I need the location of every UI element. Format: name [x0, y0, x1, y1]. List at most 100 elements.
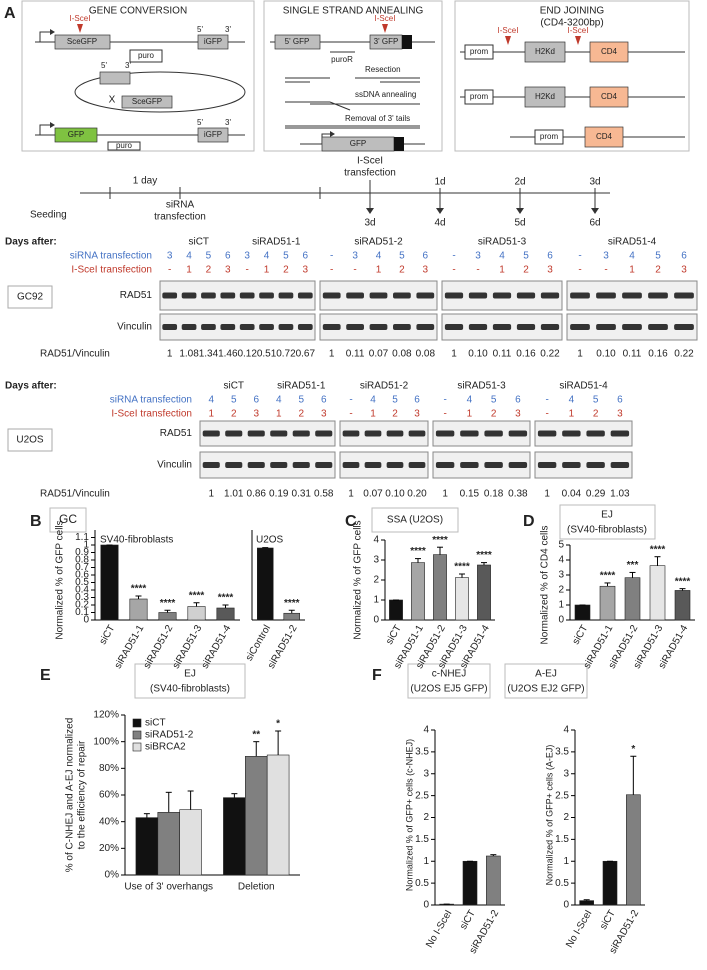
- lane-sirna: 5: [399, 251, 405, 262]
- bar: [477, 564, 491, 621]
- chart-subtitle: (SV40-fibroblasts): [567, 525, 647, 536]
- lane-isce: 3: [617, 409, 623, 420]
- ratio-value: 0.07: [369, 349, 389, 360]
- band: [369, 324, 388, 330]
- ratio-value: 1: [348, 489, 354, 500]
- y-axis-label: Normalized % of GFP+ cells (A-EJ): [544, 745, 554, 886]
- ratio-value: 1: [167, 349, 173, 360]
- lane-sirna: 5: [491, 395, 497, 406]
- box-label: X: [109, 95, 116, 106]
- band: [537, 430, 557, 437]
- lane-isce: 1: [376, 265, 382, 276]
- cell-line-frame: [7, 285, 53, 309]
- lane-sirna: 6: [617, 395, 623, 406]
- title-frame: [371, 507, 459, 533]
- bar: [256, 547, 274, 621]
- y-tick-label: 3: [373, 555, 379, 566]
- box-label: H2Kd: [535, 92, 555, 101]
- band: [460, 462, 479, 468]
- band: [369, 292, 388, 299]
- box-label: iGFP: [204, 37, 222, 46]
- y-tick-label: 120%: [93, 710, 119, 721]
- ratio-value: 1: [442, 489, 448, 500]
- lane-isce: 1: [629, 265, 635, 276]
- lane-isce: 1: [569, 409, 575, 420]
- y-tick-label: 0: [423, 900, 429, 911]
- band: [315, 462, 333, 468]
- diagram-title: GENE CONVERSION: [89, 6, 187, 17]
- box-label: 3': [225, 25, 231, 34]
- ratio-label: RAD51/Vinculin: [40, 489, 110, 500]
- days-label: Days after:: [5, 381, 57, 392]
- group-label: siRAD51-1: [252, 237, 301, 248]
- x-tick-label: siCT: [98, 623, 118, 646]
- bar: [158, 612, 177, 621]
- band: [181, 292, 197, 299]
- lane-sirna: 4: [370, 395, 376, 406]
- bar: [157, 812, 180, 876]
- box-label: CD4: [601, 47, 618, 56]
- lane-sirna: -: [330, 251, 333, 262]
- blot: [199, 451, 336, 479]
- panel-label: D: [523, 513, 535, 530]
- cell-line-frame: [7, 428, 53, 452]
- y-tick-label: 0.8: [75, 555, 89, 566]
- bar: [455, 577, 469, 621]
- band: [610, 430, 630, 437]
- row-label: siRNA transfection: [110, 395, 192, 406]
- chart-subtitle: (U2OS EJ5 GFP): [410, 684, 487, 695]
- significance: ***: [627, 560, 639, 571]
- ratio-value: 1: [577, 349, 583, 360]
- box-label: SceGFP: [67, 37, 97, 46]
- ratio-value: 0.08: [416, 349, 436, 360]
- significance: *: [276, 719, 280, 730]
- band: [393, 292, 411, 299]
- significance: ****: [189, 590, 205, 601]
- cell-line: GC92: [17, 292, 44, 303]
- band: [162, 292, 178, 299]
- bar: [135, 817, 159, 876]
- band: [201, 324, 216, 330]
- timeline-label: 5d: [514, 218, 525, 229]
- y-tick-label: 3.5: [415, 747, 429, 758]
- lane-isce: -: [452, 265, 455, 276]
- lane-isce: 2: [399, 265, 405, 276]
- ratio-value: 1.01: [224, 489, 244, 500]
- ratio-value: 0.11: [493, 349, 512, 360]
- bar: [649, 565, 666, 621]
- legend-label: siCT: [145, 718, 166, 729]
- lane-isce: 2: [491, 409, 497, 420]
- band: [202, 462, 220, 468]
- band: [202, 430, 220, 437]
- lane-sirna: 3: [167, 251, 173, 262]
- chart-subtitle: U2OS: [256, 535, 284, 546]
- lane-isce: -: [476, 265, 479, 276]
- ratio-value: 0.08: [392, 349, 412, 360]
- lane-isce: 2: [283, 265, 289, 276]
- lane-sirna: 6: [547, 251, 553, 262]
- y-tick-label: 4: [558, 555, 564, 566]
- lane-sirna: 6: [303, 251, 309, 262]
- lane-isce: 3: [303, 265, 309, 276]
- box-label: puro: [138, 51, 155, 60]
- significance: ****: [218, 593, 234, 604]
- bar: [462, 860, 478, 906]
- blot-row-label: RAD51: [160, 428, 193, 439]
- band: [508, 430, 528, 437]
- box-label: CD4: [596, 132, 613, 141]
- ratio-value: 0.16: [648, 349, 668, 360]
- step-label: ssDNA annealing: [355, 90, 416, 99]
- diagram-title: (CD4-3200bp): [540, 18, 603, 29]
- chart-title: SSA (U2OS): [387, 515, 443, 526]
- panel-label: A: [4, 5, 16, 22]
- y-axis-label: Normalized % of GFP+ cells (c-NHEJ): [404, 739, 414, 891]
- lane-sirna: 4: [629, 251, 635, 262]
- band: [586, 430, 605, 437]
- chart-title: EJ: [601, 510, 613, 521]
- bar: [574, 604, 591, 621]
- band: [239, 324, 255, 330]
- y-tick-label: 2: [423, 812, 429, 823]
- x-tick-label: Use of 3' overhangs: [124, 882, 213, 893]
- band: [648, 324, 668, 330]
- ratio-value: 1: [544, 489, 550, 500]
